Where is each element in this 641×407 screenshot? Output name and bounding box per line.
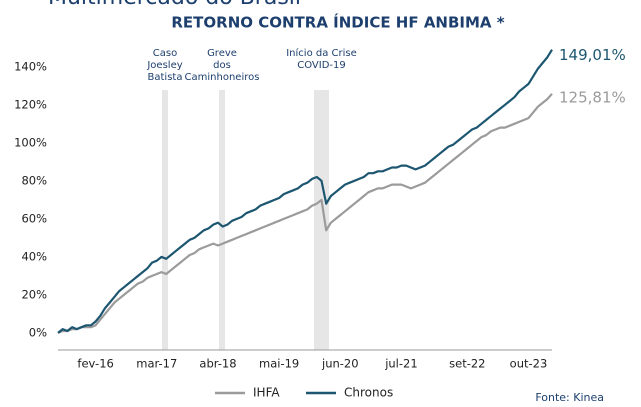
- y-tick-label: 140%: [14, 59, 47, 73]
- end-label: 149,01%: [559, 46, 626, 64]
- annotation: Caso: [153, 48, 177, 59]
- chart-title: RETORNO CONTRA ÍNDICE HF ANBIMA *: [171, 13, 504, 32]
- y-tick-label: 120%: [14, 97, 47, 111]
- annotation: Início da Crise: [286, 47, 357, 59]
- y-tick-label: 80%: [21, 173, 47, 187]
- x-tick-label: jun-20: [321, 357, 359, 371]
- legend-label: IHFA: [253, 386, 280, 400]
- annotation: Joesley: [146, 60, 182, 71]
- x-tick-label: jul-21: [384, 357, 417, 371]
- event-band: [162, 90, 168, 350]
- x-tick-label: mar-17: [136, 357, 177, 371]
- annotation: COVID-19: [297, 60, 346, 71]
- y-tick-label: 100%: [14, 135, 47, 149]
- annotation: Batista: [148, 72, 183, 83]
- end-label: 125,81%: [559, 88, 626, 106]
- x-tick-label: mai-19: [259, 357, 299, 371]
- source: Fonte: Kinea: [535, 391, 604, 404]
- annotation: Caminhoneiros: [185, 72, 260, 83]
- legend-label: Chronos: [344, 386, 393, 400]
- y-tick-label: 0%: [29, 325, 47, 339]
- annotation: Greve: [207, 48, 237, 59]
- event-band: [314, 90, 329, 350]
- annotation: dos: [213, 60, 231, 71]
- series-line: [57, 93, 553, 334]
- x-tick-label: out-23: [510, 357, 548, 371]
- series-line: [57, 49, 553, 334]
- event-band: [219, 90, 225, 350]
- x-tick-label: fev-16: [77, 357, 113, 371]
- x-tick-label: abr-18: [199, 357, 236, 371]
- y-tick-label: 40%: [21, 249, 47, 263]
- page-header: Multimercado do Brasil: [48, 0, 301, 10]
- y-tick-label: 60%: [21, 211, 47, 225]
- x-tick-label: set-22: [449, 357, 485, 371]
- y-tick-label: 20%: [21, 287, 47, 301]
